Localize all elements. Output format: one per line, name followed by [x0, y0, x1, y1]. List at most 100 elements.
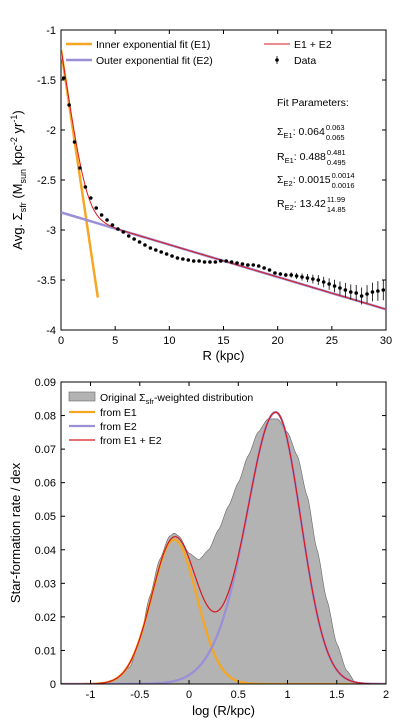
- data-point: [370, 290, 375, 294]
- data-point: [278, 272, 283, 276]
- top-x-tick-label: 15: [217, 335, 229, 347]
- data-point: [197, 259, 201, 263]
- fit-parameter-upper: 0.063: [326, 123, 345, 132]
- bot-x-tick-label: 0.5: [231, 689, 246, 701]
- data-point: [283, 273, 288, 277]
- fit-parameter-row: RE2: 13.42: [277, 198, 326, 212]
- data-point: [110, 223, 115, 227]
- top-y-tick-label: -1.5: [37, 75, 56, 87]
- legend-swatch-original: [68, 391, 96, 402]
- fit-parameter-upper: 0.481: [327, 148, 346, 157]
- bottom-panel: -1 -0.5 0 0.5 1 1.5 2 0 0.01 0.02 0.03 0.04 0.05 0.06…: [8, 377, 389, 718]
- data-point: [78, 166, 82, 170]
- bot-x-tick-label: -1: [86, 689, 96, 701]
- data-point: [343, 288, 348, 292]
- data-point: [327, 282, 331, 286]
- data-point: [88, 196, 93, 200]
- fit-parameters-title: Fit Parameters:: [277, 97, 349, 109]
- legend-label-e2: Outer exponential fit (E2): [96, 55, 213, 67]
- fit-parameter-lower: 14.85: [327, 205, 346, 214]
- bot-x-tick-label: 2: [383, 689, 389, 701]
- fit-parameter-lower: 0.495: [327, 158, 346, 167]
- legend-label-from-e2: from E2: [100, 421, 137, 433]
- bot-y-tick-label: 0.02: [35, 612, 56, 624]
- data-point: [224, 259, 229, 263]
- bot-y-tick-label: 0.06: [35, 478, 56, 490]
- top-curves: [61, 48, 386, 311]
- data-point: [121, 230, 126, 234]
- data-point: [148, 246, 153, 250]
- data-point: [273, 271, 277, 275]
- top-legend: Inner exponential fit (E1) E1 + E2 Outer e…: [66, 39, 332, 67]
- data-point: [256, 264, 261, 268]
- data-point: [289, 273, 294, 277]
- fit-parameter-lower: 0.0016: [332, 181, 355, 190]
- data-point: [143, 243, 147, 247]
- data-point: [235, 261, 239, 265]
- bot-x-axis-label: log (R/kpc): [192, 703, 255, 718]
- legend-label-from-e1-e2: from E1 + E2: [100, 435, 162, 447]
- top-y-axis-label: Avg. Σsfr (Msun kpc-2 yr-1): [9, 110, 28, 249]
- data-point: [132, 237, 136, 241]
- e1-plus-e2-line: [61, 48, 386, 310]
- data-point: [181, 257, 185, 261]
- legend-swatch-data: [275, 58, 279, 62]
- data-point: [311, 277, 315, 281]
- data-point: [99, 213, 104, 217]
- original-distribution-area: [61, 418, 386, 684]
- legend-label-original: Original Σsfr-weighted distribution: [100, 392, 253, 406]
- bot-y-tick-label: 0.03: [35, 578, 56, 590]
- top-y-tick-label: -1: [46, 25, 56, 37]
- legend-label-from-e1: from E1: [100, 407, 137, 419]
- data-point: [316, 278, 321, 282]
- data-point: [338, 286, 342, 290]
- data-point: [354, 291, 359, 295]
- top-y-tick-label: -3: [46, 225, 56, 237]
- data-point: [186, 258, 191, 262]
- bot-y-tick-label: 0.08: [35, 411, 56, 423]
- fit-parameter-lower: 0.065: [326, 133, 345, 142]
- legend-label-data: Data: [294, 55, 316, 67]
- data-point: [116, 227, 120, 231]
- top-y-tick-label: -2.5: [37, 175, 56, 187]
- data-point: [240, 262, 245, 266]
- fit-parameter-row: ΣE2: 0.0015: [277, 174, 331, 188]
- data-point: [359, 294, 364, 298]
- bot-y-tick-label: 0.07: [35, 444, 56, 456]
- data-point: [105, 218, 109, 222]
- data-point: [213, 260, 218, 264]
- data-point: [83, 185, 88, 189]
- top-x-axis-label: R (kpc): [203, 348, 245, 363]
- top-x-tick-label: 10: [163, 335, 175, 347]
- top-y-tick-label: -3.5: [37, 275, 56, 287]
- top-panel: 0 5 10 15 20 25 30 -4 -3.5 -3 -2.5 -2 -1.5 -1 R (kpc) A…: [9, 25, 392, 363]
- data-point: [294, 274, 299, 278]
- data-point: [229, 260, 234, 264]
- data-point: [202, 260, 207, 264]
- data-point: [175, 256, 180, 260]
- top-y-tick-label: -4: [46, 325, 56, 337]
- data-point: [159, 250, 164, 254]
- legend-label-e1e2: E1 + E2: [294, 39, 332, 51]
- data-point: [67, 103, 71, 107]
- bot-y-tick-label: 0.04: [35, 545, 56, 557]
- top-x-tick-label: 0: [58, 335, 64, 347]
- top-y-tick-label: -2: [46, 125, 56, 137]
- bot-y-axis-label: Star-formation rate / dex: [8, 462, 23, 603]
- data-point: [348, 290, 353, 294]
- bot-y-tick-label: 0: [50, 679, 56, 691]
- data-point: [381, 288, 386, 292]
- fit-parameter-upper: 11.99: [327, 195, 345, 204]
- data-point: [332, 284, 337, 288]
- data-point: [126, 234, 131, 238]
- data-point: [191, 259, 196, 263]
- data-point: [94, 206, 99, 210]
- top-axes-frame: [60, 29, 387, 331]
- top-x-tick-label: 20: [272, 335, 284, 347]
- data-point: [153, 248, 158, 252]
- data-point: [164, 252, 169, 256]
- top-x-tick-label: 25: [326, 335, 338, 347]
- data-point: [365, 292, 369, 296]
- fit-parameters: Fit Parameters: ΣE1: 0.064 0.0630.065RE1: …: [277, 97, 355, 214]
